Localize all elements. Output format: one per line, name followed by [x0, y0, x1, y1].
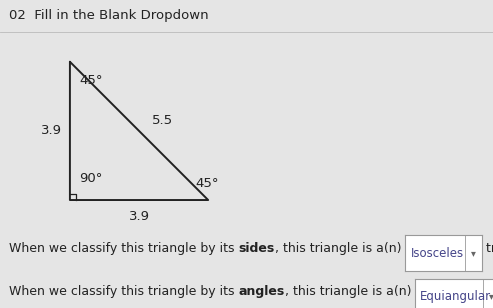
- Text: 02  Fill in the Blank Dropdown: 02 Fill in the Blank Dropdown: [9, 9, 209, 22]
- Text: Isosceles: Isosceles: [411, 247, 463, 260]
- Text: angles: angles: [239, 285, 284, 298]
- Text: , this triangle is a(n): , this triangle is a(n): [275, 242, 405, 255]
- Text: 45°: 45°: [80, 74, 104, 87]
- Text: ▾: ▾: [489, 291, 493, 301]
- Text: 3.9: 3.9: [129, 210, 149, 223]
- Text: When we classify this triangle by its: When we classify this triangle by its: [9, 242, 239, 255]
- Text: 90°: 90°: [79, 172, 102, 185]
- Text: Equiangular: Equiangular: [420, 290, 492, 303]
- Text: ▾: ▾: [471, 248, 476, 258]
- Text: 5.5: 5.5: [151, 114, 173, 127]
- Text: 45°: 45°: [196, 177, 219, 190]
- Text: When we classify this triangle by its: When we classify this triangle by its: [9, 285, 239, 298]
- Text: sides: sides: [239, 242, 275, 255]
- Text: 3.9: 3.9: [41, 124, 62, 137]
- Text: triangle.: triangle.: [482, 242, 493, 255]
- Text: , this triangle is a(n): , this triangle is a(n): [284, 285, 415, 298]
